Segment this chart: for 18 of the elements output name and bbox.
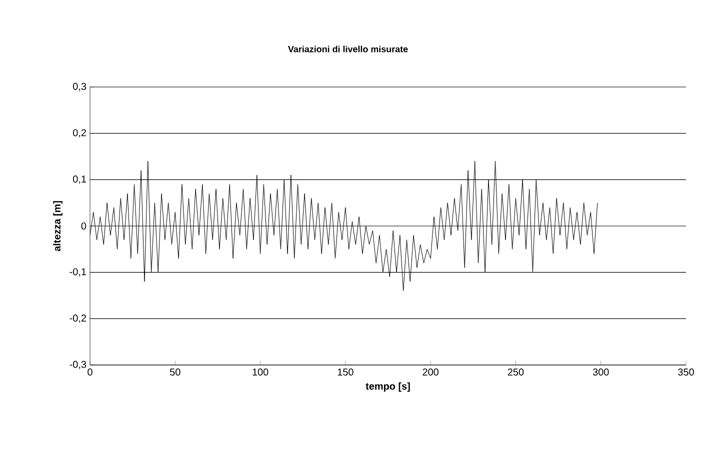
x-tick-label: 300: [592, 368, 609, 376]
x-tick-label: 150: [338, 368, 354, 376]
y-axis-title: altezza [m]: [53, 201, 62, 252]
y-tick-label: -0,3: [70, 360, 86, 370]
y-tick-label: -0,1: [70, 268, 86, 276]
x-axis-title: tempo [s]: [366, 382, 410, 392]
y-tick-label: -0,2: [70, 314, 86, 323]
x-tick-label: 50: [170, 368, 180, 376]
y-tick-label: 0,2: [73, 129, 86, 138]
chart-title: Variazioni di livello misurate: [288, 46, 408, 52]
x-tick-label: 250: [508, 368, 524, 376]
x-tick-label: 200: [422, 368, 438, 376]
x-tick-label: 0: [88, 368, 92, 376]
y-tick-label: 0,3: [73, 82, 86, 92]
x-tick-label: 350: [678, 368, 694, 376]
y-tick-label: 0: [81, 222, 86, 230]
x-tick-label: 100: [252, 368, 268, 376]
y-tick-label: 0,1: [73, 176, 86, 184]
